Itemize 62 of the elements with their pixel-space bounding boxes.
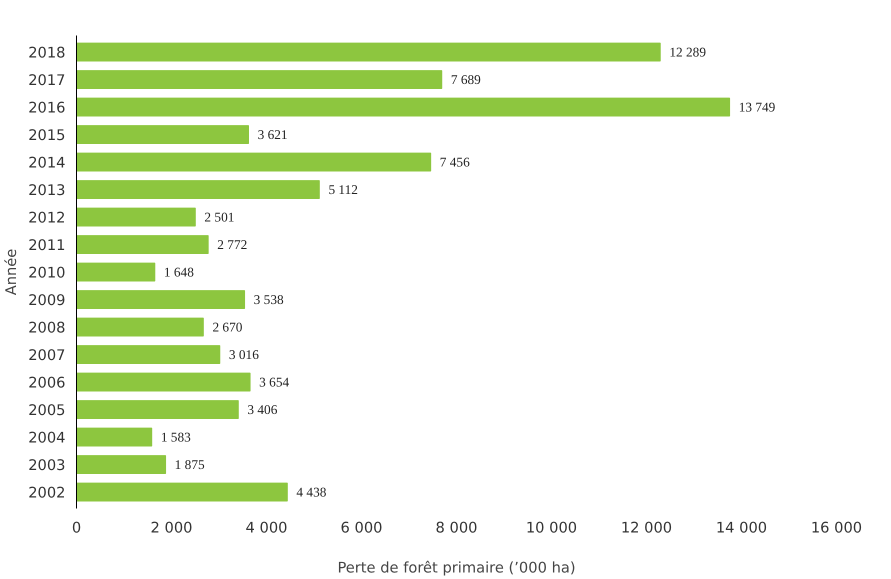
y-tick-label: 2012	[28, 210, 66, 226]
y-tick-label: 2018	[28, 44, 66, 62]
bar	[76, 125, 249, 144]
y-tick-label: 2011	[28, 237, 66, 254]
bar	[76, 345, 220, 364]
y-tick-label: 2013	[28, 182, 66, 199]
bar	[76, 482, 288, 502]
x-tick-label: 4 000	[246, 520, 288, 536]
y-tick-label: 2015	[28, 127, 66, 144]
y-axis-title: Année	[3, 248, 20, 296]
data-label: 1 648	[164, 264, 194, 280]
y-tick-label: 2008	[28, 320, 66, 336]
y-tick-label: 2007	[28, 347, 66, 364]
bar	[76, 180, 320, 199]
data-label: 2 670	[212, 320, 243, 334]
x-tick-label: 2 000	[150, 520, 192, 536]
bar	[76, 455, 166, 474]
x-tick-label: 14 000	[716, 520, 768, 536]
x-tick-label: 6 000	[340, 520, 382, 536]
bar	[76, 400, 239, 419]
x-tick-label: 0	[72, 520, 82, 536]
data-label: 2 501	[204, 210, 234, 224]
bar	[76, 235, 209, 254]
y-tick-label: 2016	[28, 100, 66, 116]
data-label: 1 583	[160, 430, 192, 444]
y-tick-label: 2006	[28, 374, 66, 392]
x-tick-label: 8 000	[436, 520, 478, 536]
bar	[76, 42, 661, 62]
x-tick-label: 16 000	[810, 520, 862, 536]
bar	[76, 262, 156, 282]
y-tick-label: 2002	[28, 484, 66, 502]
y-tick-label: 2005	[28, 402, 66, 419]
data-label: 13 749	[738, 100, 776, 114]
y-tick-label: 2014	[28, 154, 66, 172]
data-label: 3 621	[258, 127, 288, 142]
x-axis-title: Perte de forêt primaire (’000 ha)	[337, 560, 576, 576]
x-tick-label: 10 000	[526, 520, 578, 536]
data-label: 4 438	[296, 484, 327, 500]
y-tick-label: 2017	[28, 72, 66, 89]
data-label: 7 456	[440, 154, 470, 170]
data-label: 3 538	[254, 292, 284, 307]
bar	[76, 372, 251, 392]
data-label: 2 772	[217, 237, 248, 252]
y-tick-label: 2009	[28, 292, 66, 309]
data-label: 5 112	[328, 182, 358, 197]
y-tick-label: 2004	[28, 430, 66, 446]
x-tick-label: 12 000	[620, 520, 672, 536]
data-label: 7 689	[450, 72, 482, 87]
bar	[76, 318, 204, 336]
data-label: 3 406	[247, 402, 278, 417]
data-label: 3 654	[259, 374, 290, 390]
bar	[76, 98, 730, 116]
y-tick-label: 2010	[28, 264, 66, 282]
y-tick-label: 2003	[28, 457, 66, 474]
data-label: 1 875	[174, 457, 206, 472]
data-label: 12 289	[669, 44, 706, 60]
bar	[76, 428, 152, 446]
bar	[76, 290, 246, 309]
bar	[76, 208, 196, 226]
bar	[76, 152, 432, 172]
data-label: 3 016	[228, 347, 260, 362]
bar	[76, 70, 442, 89]
